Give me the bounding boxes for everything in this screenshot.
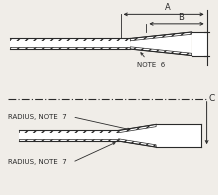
Text: RADIUS, NOTE  7: RADIUS, NOTE 7 [8,159,66,165]
Polygon shape [19,133,119,139]
Polygon shape [19,139,119,141]
Text: A: A [165,3,171,12]
Polygon shape [10,41,130,47]
Text: NOTE  6: NOTE 6 [137,53,165,68]
Polygon shape [192,32,207,56]
Polygon shape [130,32,192,41]
Polygon shape [130,47,192,56]
Polygon shape [130,32,192,56]
Text: C: C [209,94,215,103]
Polygon shape [119,139,156,147]
Polygon shape [156,124,201,147]
Polygon shape [19,130,119,133]
Polygon shape [119,124,156,133]
Polygon shape [119,124,156,147]
Polygon shape [10,47,130,49]
Text: RADIUS, NOTE  7: RADIUS, NOTE 7 [8,114,66,120]
Text: B: B [178,13,184,22]
Polygon shape [10,38,130,41]
